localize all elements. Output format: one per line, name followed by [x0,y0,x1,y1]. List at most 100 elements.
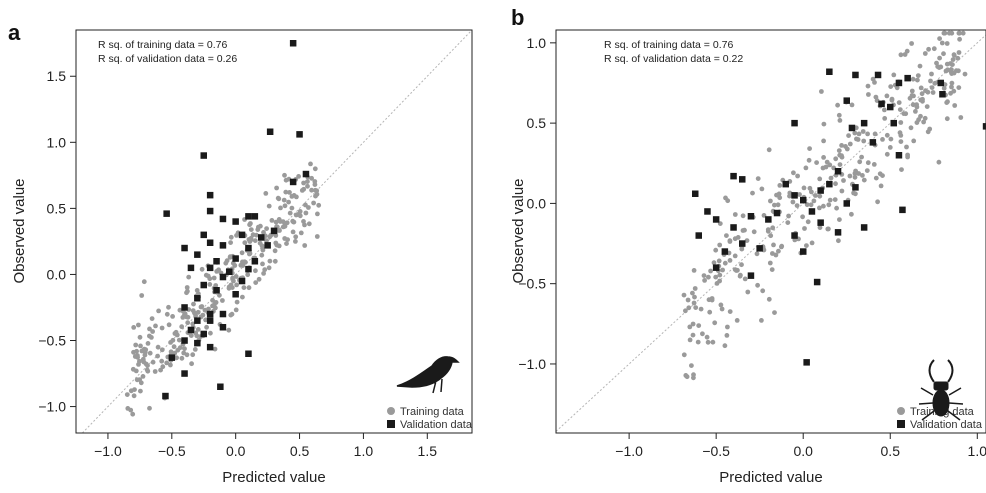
training-point [284,241,289,247]
training-point [865,83,871,89]
training-point [915,73,921,78]
training-point [283,177,289,183]
training-point [208,330,213,336]
training-point [184,290,189,296]
x-tick-label: 0.5 [881,443,901,459]
training-point [777,195,783,201]
training-point [193,330,199,336]
training-point [891,72,897,78]
validation-point [245,350,252,357]
x-tick-label: 0.5 [290,443,310,459]
training-point [744,238,750,244]
training-point [927,126,933,132]
training-point [217,292,222,298]
training-point [195,309,201,315]
training-point [779,243,785,249]
training-point [128,388,134,394]
x-tick-label: −0.5 [158,443,186,459]
identity-line [555,34,986,432]
training-point [800,214,805,220]
training-point [273,219,279,225]
training-point [274,185,279,191]
training-point [945,99,950,105]
training-point [949,84,954,90]
training-point [685,297,691,303]
x-tick-label: 0.0 [793,443,813,459]
validation-point [895,152,903,159]
training-point [902,52,908,57]
validation-point [852,71,859,79]
training-point [709,296,715,301]
legend-validation-marker [897,420,905,428]
training-point [263,191,269,196]
training-point [877,171,883,177]
training-point [801,185,807,191]
training-point [899,167,904,173]
training-point [872,80,877,85]
training-point [872,131,878,137]
training-point [928,78,933,84]
validation-point [206,207,214,215]
validation-point [890,119,897,127]
training-point [937,55,942,61]
training-point [960,30,966,36]
r-squared-annotation: R sq. of training data = 0.76 [604,39,733,51]
validation-point [904,74,911,82]
training-point [185,320,191,326]
training-point [164,360,170,366]
training-point [937,36,942,41]
training-point [228,240,234,246]
training-point [166,322,172,328]
training-point [866,92,871,97]
validation-point [834,168,842,175]
y-axis-label: Observed value [510,178,527,283]
training-point [718,302,724,308]
training-point [882,116,888,121]
training-point [190,321,196,327]
training-point [210,297,216,303]
training-point [759,186,765,192]
training-point [852,171,858,176]
training-point [276,243,282,249]
training-point [841,178,846,183]
training-point [901,111,907,116]
legend-validation-marker [387,420,395,428]
training-point [847,173,853,179]
validation-point [200,152,207,159]
training-point [806,157,812,163]
training-point [828,175,834,181]
training-point [686,305,692,311]
training-point [734,318,740,323]
beetle-icon [918,359,964,421]
training-point [272,248,278,254]
training-point [198,304,204,310]
training-point [226,327,232,333]
panel-letter: b [511,5,524,30]
training-point [170,337,176,343]
validation-point [817,219,824,226]
training-point [861,138,867,144]
training-point [159,358,165,364]
training-point [285,237,290,243]
training-point [834,205,839,211]
training-point [266,265,272,271]
training-point [234,282,240,288]
training-point [192,310,197,316]
training-point [705,339,711,345]
training-point [919,91,925,97]
training-point [206,306,211,312]
training-point [220,298,225,303]
training-point [701,273,707,278]
training-point [155,344,161,350]
training-point [131,393,137,399]
validation-point [895,79,903,87]
training-point [311,200,316,206]
training-point [821,155,826,160]
validation-point [704,208,711,215]
training-point [817,205,822,211]
training-point [182,346,187,352]
training-point [253,268,258,274]
validation-point [232,291,239,298]
training-point [135,353,140,358]
training-point [949,30,955,36]
